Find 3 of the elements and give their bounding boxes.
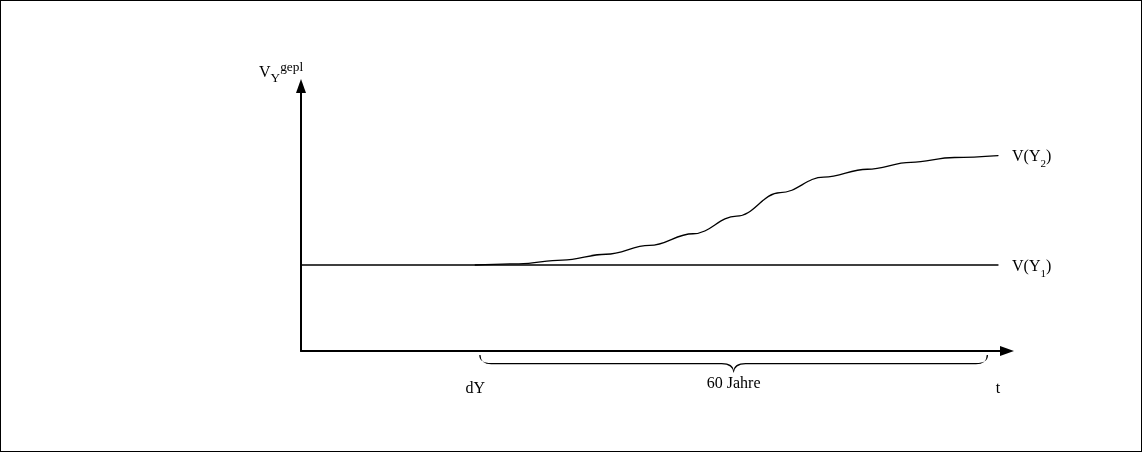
x-tick-label: dY [465, 378, 486, 396]
text: 60 Jahre [706, 373, 761, 391]
x-tick-label: t [995, 378, 1001, 396]
